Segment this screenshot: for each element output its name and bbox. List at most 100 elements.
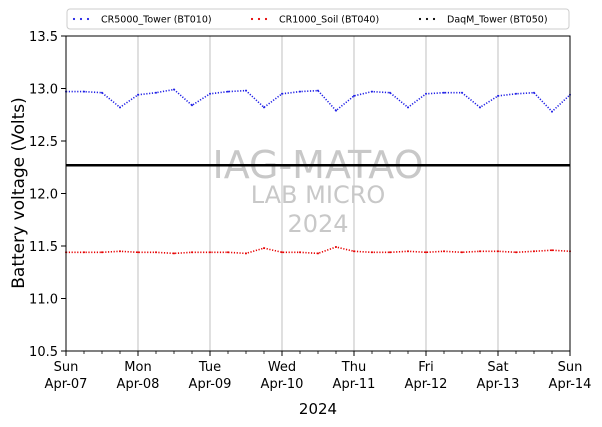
- data-point: [551, 249, 553, 252]
- y-tick-label: 12.5: [29, 135, 58, 150]
- data-point: [443, 91, 445, 94]
- data-point: [317, 89, 319, 92]
- x-tick-label-date: Apr-09: [189, 377, 232, 392]
- data-point: [245, 252, 247, 255]
- legend-item-cr1000-soil-bt040: CR1000_Soil (BT040): [250, 15, 379, 26]
- data-point: [227, 90, 229, 93]
- data-point: [389, 91, 391, 94]
- data-point: [101, 91, 103, 94]
- x-tick-label-date: Apr-12: [405, 377, 448, 392]
- y-tick-label: 13.0: [29, 83, 58, 98]
- data-point: [335, 109, 337, 112]
- data-point: [335, 246, 337, 248]
- data-point: [515, 251, 517, 254]
- data-point: [497, 250, 499, 253]
- data-point: [137, 93, 139, 96]
- y-tick-label: 12.0: [29, 188, 58, 203]
- x-tick-label-date: Apr-07: [45, 377, 88, 392]
- x-tick-label-date: Apr-08: [117, 377, 160, 392]
- x-axis-label: 2024: [299, 400, 337, 418]
- series-line-cr1000-soil-bt040: [66, 246, 571, 255]
- y-tick-label: 13.5: [29, 30, 58, 45]
- data-point: [101, 251, 103, 254]
- x-tick-label-day: Sun: [54, 360, 79, 375]
- legend-box: [66, 8, 570, 30]
- data-point: [83, 251, 85, 254]
- data-point: [263, 106, 265, 109]
- legend-marker: [79, 17, 83, 21]
- data-point: [551, 110, 553, 113]
- legend-marker: [264, 17, 268, 21]
- legend-marker: [425, 17, 429, 21]
- data-point: [317, 252, 319, 255]
- legend-item-daqm-tower-bt050: DaqM_Tower (BT050): [418, 15, 548, 26]
- plot-background: [66, 36, 570, 351]
- data-point: [407, 106, 409, 109]
- data-point: [173, 88, 175, 91]
- data-point: [209, 92, 211, 95]
- data-point: [479, 250, 481, 253]
- series-layer: [65, 88, 571, 255]
- data-point: [281, 251, 283, 254]
- legend-label: CR5000_Tower (BT010): [101, 15, 212, 26]
- data-point: [389, 251, 391, 254]
- data-point: [425, 92, 427, 95]
- data-point: [461, 251, 463, 254]
- data-point: [155, 91, 157, 94]
- data-point: [119, 250, 121, 253]
- data-point: [443, 250, 445, 253]
- data-point: [407, 250, 409, 253]
- data-point: [299, 90, 301, 93]
- x-tick-label-date: Apr-11: [333, 377, 376, 392]
- legend-marker: [250, 17, 254, 21]
- data-point: [191, 251, 193, 254]
- legend-marker: [418, 17, 422, 21]
- data-point: [497, 94, 499, 97]
- data-point: [479, 106, 481, 109]
- y-axis-label: Battery voltage (Volts): [9, 97, 29, 288]
- series-line-cr5000-tower-bt010: [66, 88, 571, 113]
- legend-label: CR1000_Soil (BT040): [279, 15, 379, 26]
- legend-marker: [72, 17, 76, 21]
- data-point: [461, 91, 463, 94]
- y-axis: 10.5 11.0 11.5 12.0 12.5 13.0 13.5: [29, 30, 66, 360]
- grid-lines: [137, 36, 499, 351]
- data-point: [371, 251, 373, 254]
- data-point: [209, 251, 211, 254]
- data-point: [227, 251, 229, 254]
- data-point: [371, 90, 373, 93]
- data-point: [137, 251, 139, 254]
- data-point: [245, 89, 247, 92]
- data-point: [425, 251, 427, 254]
- data-point: [155, 251, 157, 254]
- data-point: [83, 90, 85, 93]
- legend-item-cr5000-tower-bt010: CR5000_Tower (BT010): [72, 15, 212, 26]
- data-point: [299, 251, 301, 254]
- data-point: [263, 247, 265, 250]
- legend-marker: [86, 17, 90, 21]
- watermark: IAG-MATAO LAB MICRO 2024: [212, 143, 423, 238]
- watermark-line-2: LAB MICRO: [251, 181, 386, 209]
- data-point: [533, 250, 535, 253]
- legend-label: DaqM_Tower (BT050): [447, 15, 548, 26]
- data-point: [173, 252, 175, 255]
- x-tick-label-day: Wed: [268, 360, 296, 375]
- y-tick-label: 11.0: [29, 293, 58, 308]
- x-tick-label-day: Sun: [558, 360, 583, 375]
- x-tick-label-date: Apr-14: [549, 377, 592, 392]
- x-axis: Sun Apr-07 Mon Apr-08 Tue Apr-09 Wed Apr-10 Thu A…: [45, 351, 592, 392]
- watermark-line-3: 2024: [287, 210, 348, 238]
- data-point: [353, 250, 355, 253]
- x-tick-label-date: Apr-13: [477, 377, 520, 392]
- x-tick-label-date: Apr-10: [261, 377, 304, 392]
- data-point: [281, 92, 283, 95]
- legend-marker: [257, 17, 261, 21]
- data-point: [515, 92, 517, 95]
- legend: CR5000_Tower (BT010) CR1000_Soil (BT040) D…: [66, 8, 570, 30]
- x-tick-label-day: Mon: [124, 360, 151, 375]
- x-tick-label-day: Fri: [418, 360, 434, 375]
- x-tick-label-day: Tue: [198, 360, 221, 375]
- data-point: [353, 94, 355, 97]
- legend-marker: [432, 17, 436, 21]
